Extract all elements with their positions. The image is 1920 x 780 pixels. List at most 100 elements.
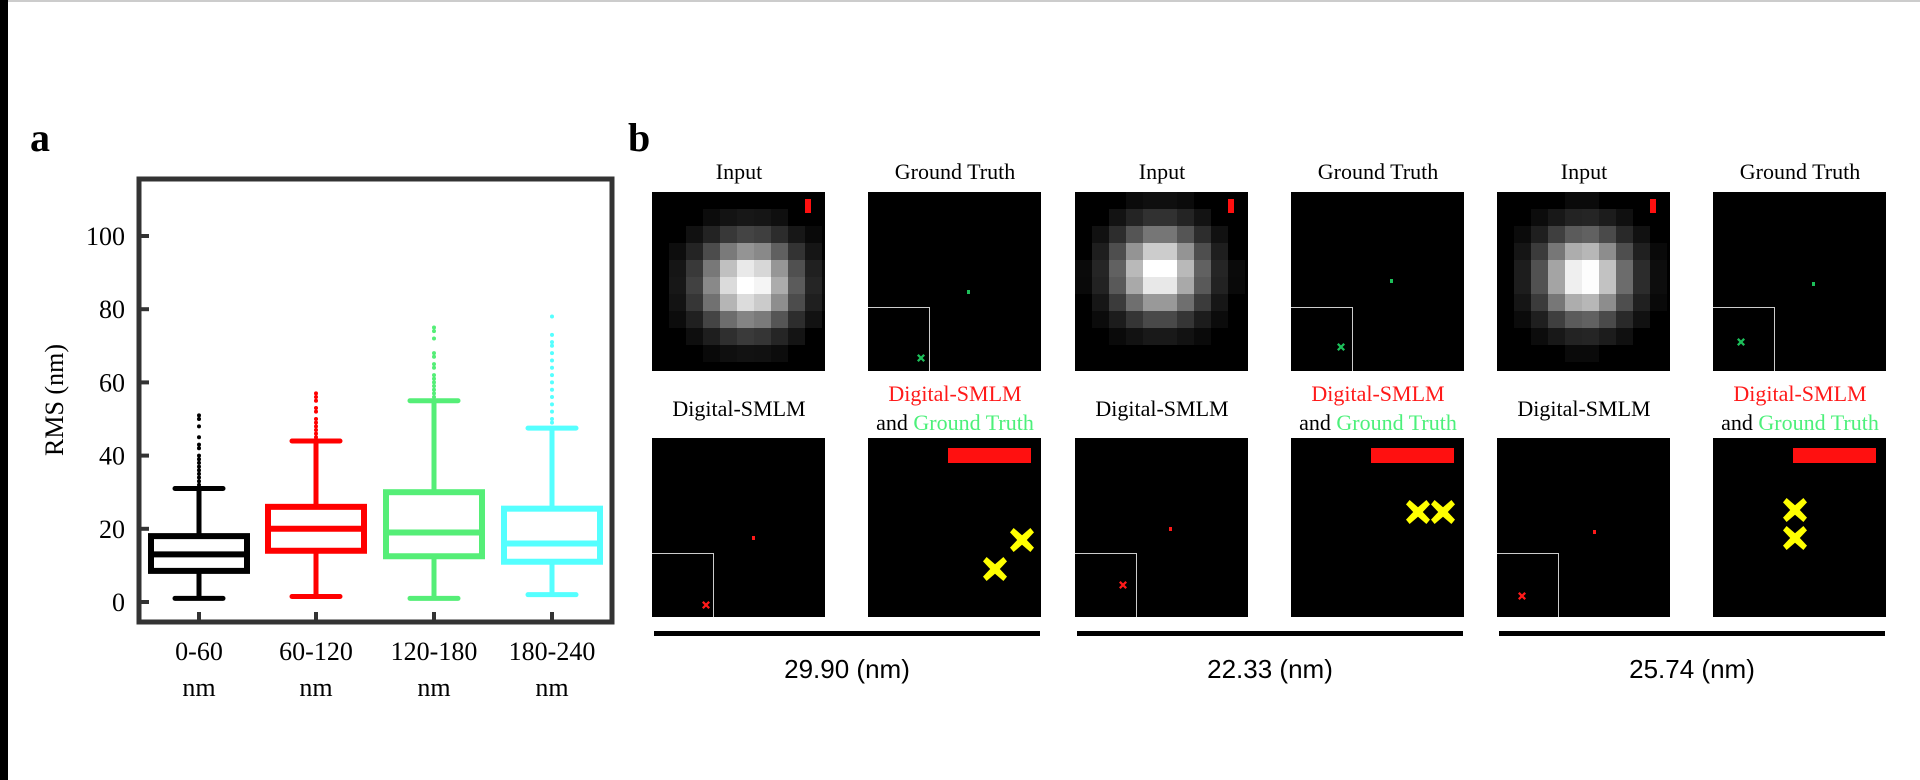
psf-pixel <box>771 226 788 243</box>
psf-pixel <box>669 294 686 311</box>
outlier-point <box>432 387 436 392</box>
digital-smlm-title: Digital-SMLM <box>1464 394 1704 423</box>
ground-truth-title-text: Ground Truth <box>1739 159 1861 184</box>
merged-title-green: Ground Truth <box>913 410 1034 435</box>
psf-pixel <box>1616 260 1633 277</box>
psf-pixel <box>1160 243 1177 260</box>
outlier-point <box>550 387 554 392</box>
psf-pixel <box>1177 192 1194 209</box>
x-tick-label: nm <box>299 673 332 702</box>
psf-pixel <box>1126 311 1143 328</box>
psf-pixel <box>754 345 771 362</box>
psf-pixel <box>805 294 822 311</box>
top-border <box>0 0 1920 2</box>
psf-pixel <box>1514 294 1531 311</box>
psf-pixel <box>822 277 825 294</box>
psf-pixel <box>1160 226 1177 243</box>
emitter-cross <box>1119 581 1127 589</box>
merged-title-and: and <box>1299 410 1331 435</box>
psf-pixel <box>1633 260 1650 277</box>
psf-pixel <box>720 345 737 362</box>
inset-frame <box>868 307 930 371</box>
psf-pixel <box>1616 243 1633 260</box>
merged-title-red: Digital-SMLM <box>1311 381 1445 406</box>
y-tick-label: 100 <box>86 222 125 251</box>
outlier-point <box>432 365 436 370</box>
psf-pixel <box>1143 328 1160 345</box>
psf-pixel <box>805 260 822 277</box>
x-tick-label: 60-120 <box>279 637 353 666</box>
psf-pixel <box>1126 243 1143 260</box>
psf-pixel <box>1633 226 1650 243</box>
outlier-point <box>197 413 201 418</box>
psf-pixel <box>771 243 788 260</box>
psf-pixel <box>788 294 805 311</box>
x-tick-label: nm <box>535 673 568 702</box>
psf-pixel <box>788 260 805 277</box>
psf-pixel <box>1109 226 1126 243</box>
psf-pixel <box>1599 328 1616 345</box>
scale-bar <box>948 448 1031 463</box>
psf-pixel <box>720 311 737 328</box>
psf-pixel <box>771 209 788 226</box>
psf-pixel <box>788 328 805 345</box>
outlier-point <box>197 468 201 473</box>
psf-pixel <box>1565 311 1582 328</box>
psf-pixel <box>822 294 825 311</box>
merged-title-red: Digital-SMLM <box>1733 381 1867 406</box>
emitter-dot <box>752 536 755 540</box>
psf-pixel <box>737 226 754 243</box>
outlier-point <box>550 340 554 345</box>
input-title-text: Input <box>1138 159 1186 184</box>
psf-pixel <box>1194 277 1211 294</box>
merged-image <box>1291 438 1464 617</box>
psf-pixel <box>1565 345 1582 362</box>
outlier-point <box>550 402 554 407</box>
psf-pixel <box>822 260 825 277</box>
psf-pixel <box>754 277 771 294</box>
psf-pixel <box>737 345 754 362</box>
yellow-x-marker <box>1431 500 1455 524</box>
ground-truth-image <box>1713 192 1886 371</box>
psf-pixel <box>1633 243 1650 260</box>
merged-image <box>868 438 1041 617</box>
psf-pixel <box>1531 311 1548 328</box>
psf-pixel <box>771 311 788 328</box>
outlier-point <box>550 365 554 370</box>
psf-pixel <box>1177 243 1194 260</box>
psf-pixel <box>1582 294 1599 311</box>
outlier-point <box>314 409 318 414</box>
psf-pixel <box>1160 260 1177 277</box>
outlier-point <box>197 460 201 465</box>
digital-smlm-image <box>1075 438 1248 617</box>
psf-pixel <box>1177 226 1194 243</box>
psf-pixel <box>1548 277 1565 294</box>
emitter-cross <box>702 601 710 609</box>
psf-pixel <box>771 277 788 294</box>
inset-frame <box>1713 307 1775 371</box>
digital-smlm-title: Digital-SMLM <box>1042 394 1282 423</box>
inset-frame <box>652 553 714 617</box>
outlier-point <box>432 336 436 341</box>
psf-pixel <box>737 260 754 277</box>
psf-pixel <box>1599 209 1616 226</box>
psf-pixel <box>1616 294 1633 311</box>
psf-pixel <box>737 243 754 260</box>
psf-pixel <box>1160 294 1177 311</box>
psf-pixel <box>703 294 720 311</box>
psf-pixel <box>720 226 737 243</box>
psf-pixel <box>1582 277 1599 294</box>
psf-pixel <box>1565 226 1582 243</box>
y-tick-label: 20 <box>99 515 125 544</box>
digital-smlm-title-text: Digital-SMLM <box>672 396 806 421</box>
yellow-x-marker <box>1783 498 1807 522</box>
psf-pixel <box>1599 226 1616 243</box>
input-title: Input <box>1042 157 1282 186</box>
input-image <box>1497 192 1670 371</box>
psf-pixel <box>1582 328 1599 345</box>
merged-title: Digital-SMLM and Ground Truth <box>1258 379 1498 437</box>
psf-pixel <box>703 345 720 362</box>
rms-value: 25.74 (nm) <box>1629 654 1755 684</box>
psf-pixel <box>1531 209 1548 226</box>
outlier-point <box>432 380 436 385</box>
